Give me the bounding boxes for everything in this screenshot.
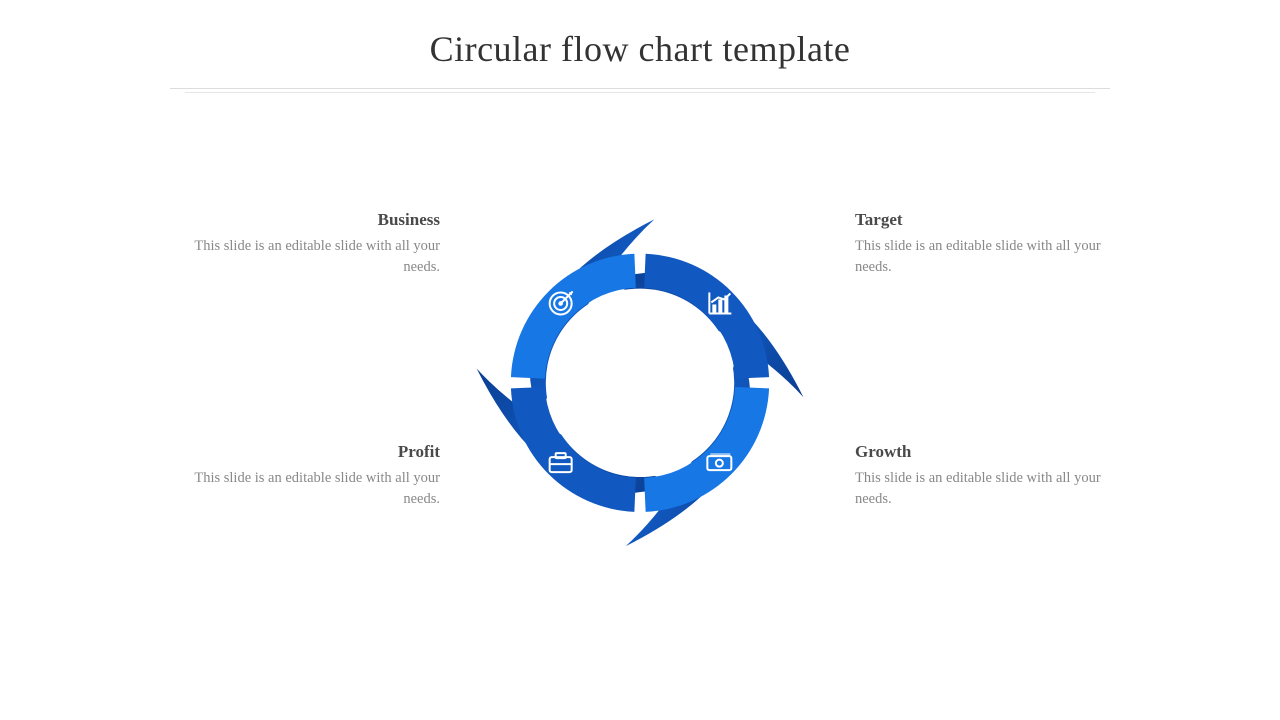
- circular-flow-chart: [470, 213, 810, 553]
- flow-svg: [470, 213, 810, 553]
- divider-outer: [170, 88, 1110, 89]
- diagram-stage: Business This slide is an editable slide…: [0, 140, 1280, 680]
- label-desc: This slide is an editable slide with all…: [180, 468, 440, 510]
- label-title: Target: [855, 210, 1115, 230]
- label-title: Business: [180, 210, 440, 230]
- center-hole: [546, 289, 734, 477]
- title-block: Circular flow chart template: [0, 0, 1280, 93]
- label-business: Business This slide is an editable slide…: [180, 210, 440, 278]
- divider-inner: [185, 92, 1095, 93]
- label-desc: This slide is an editable slide with all…: [855, 468, 1115, 510]
- label-title: Profit: [180, 442, 440, 462]
- label-target: Target This slide is an editable slide w…: [855, 210, 1115, 278]
- page-title: Circular flow chart template: [0, 28, 1280, 70]
- label-growth: Growth This slide is an editable slide w…: [855, 442, 1115, 510]
- label-desc: This slide is an editable slide with all…: [855, 236, 1115, 278]
- label-title: Growth: [855, 442, 1115, 462]
- label-profit: Profit This slide is an editable slide w…: [180, 442, 440, 510]
- label-desc: This slide is an editable slide with all…: [180, 236, 440, 278]
